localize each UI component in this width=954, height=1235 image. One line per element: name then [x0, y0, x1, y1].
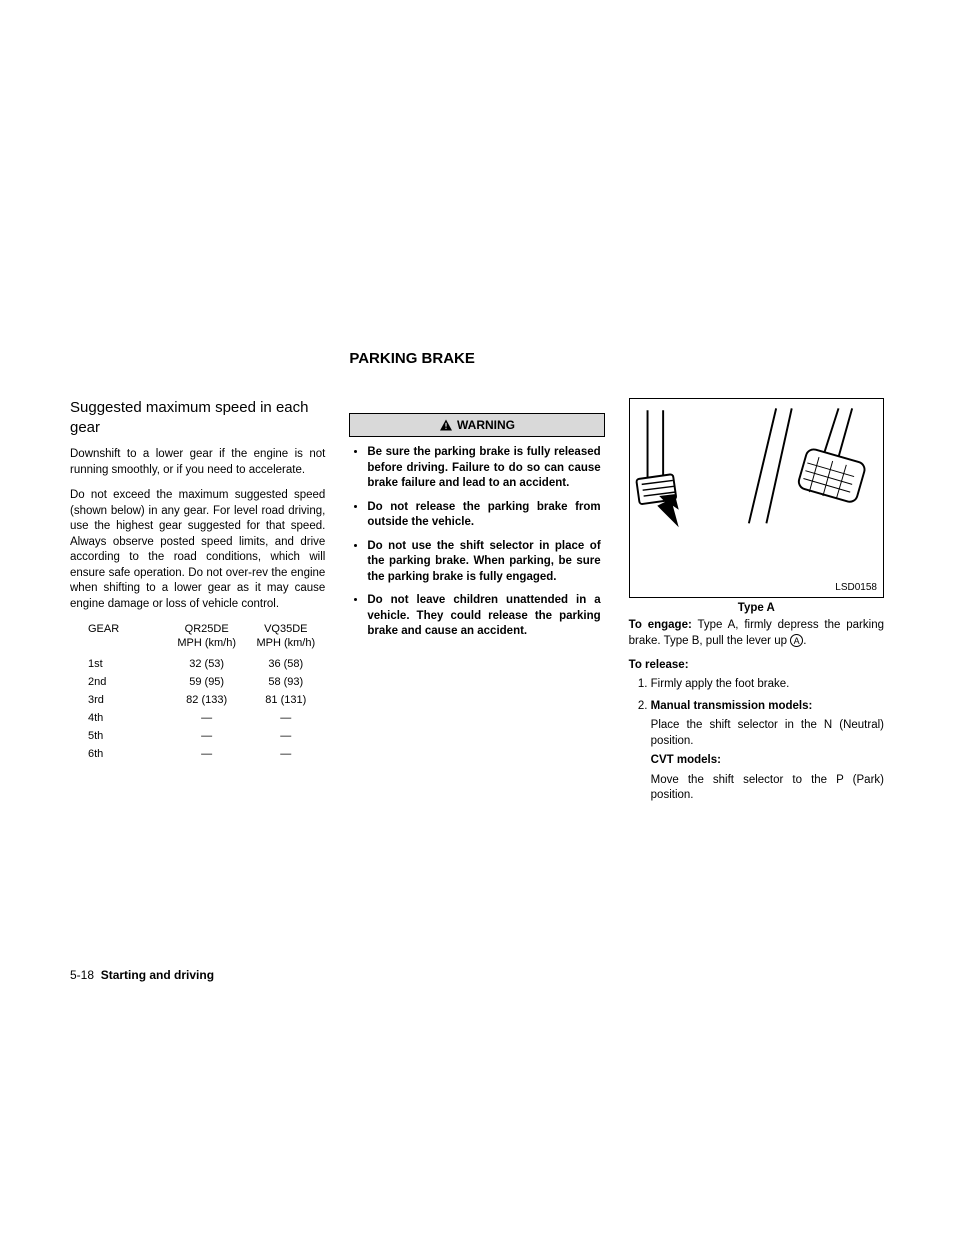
unit-1: MPH (km/h) [177, 637, 236, 649]
warning-triangle-icon [439, 419, 453, 431]
col-vq35de: VQ35DE [264, 623, 307, 635]
speed-table: GEAR QR25DE MPH (km/h) VQ35DE MPH (km/h) 1… [70, 622, 325, 763]
table-row: 5th—— [70, 727, 325, 745]
release-heading: To release: [629, 659, 884, 671]
table-row: 1st32 (53)36 (58) [70, 655, 325, 673]
warning-item: Do not release the parking brake from ou… [367, 500, 600, 531]
page-number: 5-18 [70, 968, 94, 982]
manual-trans-heading: Manual transmission models: [651, 700, 813, 712]
warning-item: Do not use the shift selector in place o… [367, 539, 600, 586]
middle-column: PARKING BRAKE WARNING Be sure the parkin… [349, 350, 604, 810]
left-column: Suggested maximum speed in each gear Dow… [70, 350, 325, 810]
section-title-parking-brake: PARKING BRAKE [349, 350, 604, 367]
release-steps: Firmly apply the foot brake. Manual tran… [629, 677, 884, 804]
release-step-1: Firmly apply the foot brake. [651, 677, 884, 693]
page-footer: 5-18 Starting and driving [70, 968, 214, 982]
unit-2: MPH (km/h) [256, 637, 315, 649]
cvt-body: Move the shift selector to the P (Park) … [651, 773, 884, 804]
type-a-label: Type A [629, 602, 884, 614]
table-row: 2nd59 (95)58 (93) [70, 673, 325, 691]
col-qr25de: QR25DE [185, 623, 229, 635]
col-gear: GEAR [88, 623, 119, 635]
warning-item: Be sure the parking brake is fully relea… [367, 445, 600, 492]
warning-header: WARNING [349, 413, 604, 437]
table-header: GEAR QR25DE MPH (km/h) VQ35DE MPH (km/h) [70, 622, 325, 651]
warning-item: Do not leave children unattended in a ve… [367, 593, 600, 640]
release-step-2: Manual transmission models: Place the sh… [651, 699, 884, 804]
table-row: 4th—— [70, 709, 325, 727]
manual-trans-body: Place the shift selector in the N (Neutr… [651, 718, 884, 749]
pedal-diagram-icon [630, 399, 883, 597]
warning-label: WARNING [457, 418, 515, 432]
engage-suffix: . [803, 635, 806, 647]
right-column: LSD0158 Type A To engage: Type A, firmly… [629, 350, 884, 810]
cvt-heading: CVT models: [651, 754, 721, 766]
parking-brake-illustration: LSD0158 [629, 398, 884, 598]
illustration-code: LSD0158 [835, 582, 877, 593]
subheading-max-speed: Suggested maximum speed in each gear [70, 398, 325, 437]
para-downshift: Downshift to a lower gear if the engine … [70, 447, 325, 478]
engage-paragraph: To engage: Type A, firmly depress the pa… [629, 618, 884, 649]
chapter-name: Starting and driving [101, 968, 214, 982]
table-row: 3rd82 (133)81 (131) [70, 691, 325, 709]
engage-label: To engage: [629, 619, 692, 631]
table-row: 6th—— [70, 745, 325, 763]
circle-a-icon: A [790, 634, 803, 647]
warning-list: Be sure the parking brake is fully relea… [349, 437, 604, 640]
para-do-not-exceed: Do not exceed the maximum suggested spee… [70, 488, 325, 612]
